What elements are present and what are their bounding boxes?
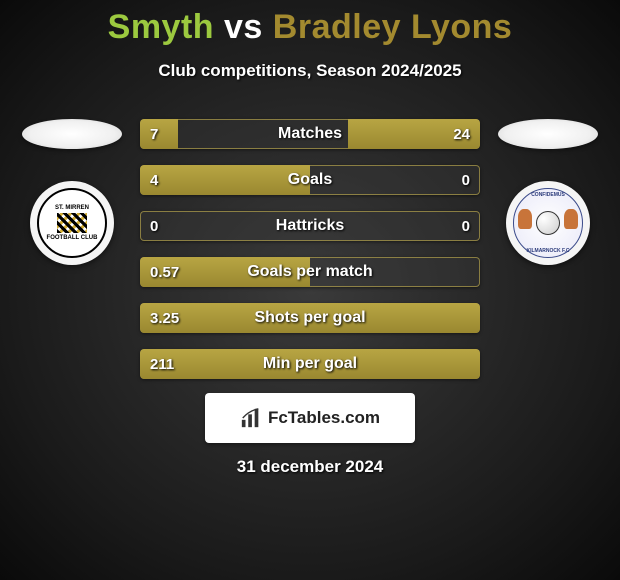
crest-motto: CONFIDEMUS xyxy=(531,192,565,198)
bar-label: Hattricks xyxy=(276,217,344,235)
bar-label: Matches xyxy=(278,125,342,143)
bar-value-right: 0 xyxy=(462,218,470,235)
main-layout: ST. MIRREN FOOTBALL CLUB 7 24 Matches 4 0 Goa… xyxy=(0,119,620,379)
stat-bar-row: 211 Min per goal xyxy=(140,349,480,379)
crest-bottom-text: FOOTBALL CLUB xyxy=(47,235,98,241)
bar-value-left: 3.25 xyxy=(150,310,179,327)
crest-inner: ST. MIRREN FOOTBALL CLUB xyxy=(37,188,107,258)
bar-fill-left xyxy=(140,119,178,149)
subtitle: Club competitions, Season 2024/2025 xyxy=(0,61,620,81)
left-side: ST. MIRREN FOOTBALL CLUB xyxy=(22,119,122,265)
player1-name: Smyth xyxy=(108,8,214,46)
bar-value-right: 24 xyxy=(453,126,470,143)
stat-bar-row: 3.25 Shots per goal xyxy=(140,303,480,333)
snapshot-date: 31 december 2024 xyxy=(0,457,620,477)
crest-top-text: ST. MIRREN xyxy=(55,205,89,211)
checker-pattern xyxy=(57,213,87,233)
bar-value-left: 4 xyxy=(150,172,158,189)
right-side: CONFIDEMUS KILMARNOCK F.C xyxy=(498,119,598,265)
stat-bar-row: 0.57 Goals per match xyxy=(140,257,480,287)
bar-value-left: 0 xyxy=(150,218,158,235)
right-club-crest: CONFIDEMUS KILMARNOCK F.C xyxy=(506,181,590,265)
bar-fill-left xyxy=(140,165,310,195)
vs-label: vs xyxy=(224,8,263,46)
bar-value-left: 211 xyxy=(150,356,174,373)
fctables-icon xyxy=(240,407,262,429)
squirrel-icon xyxy=(564,209,578,229)
player2-name: Bradley Lyons xyxy=(273,8,513,46)
stat-bar-row: 7 24 Matches xyxy=(140,119,480,149)
bar-label: Goals xyxy=(288,171,332,189)
player1-silhouette xyxy=(22,119,122,149)
bar-label: Shots per goal xyxy=(254,309,365,327)
infographic-container: Smyth vs Bradley Lyons Club competitions… xyxy=(0,0,620,477)
logo-text: FcTables.com xyxy=(268,408,380,428)
bar-label: Goals per match xyxy=(247,263,372,281)
bar-value-right: 0 xyxy=(462,172,470,189)
stat-bar-row: 0 0 Hattricks xyxy=(140,211,480,241)
bar-label: Min per goal xyxy=(263,355,357,373)
bar-value-left: 7 xyxy=(150,126,158,143)
bar-value-left: 0.57 xyxy=(150,264,179,281)
comparison-title: Smyth vs Bradley Lyons xyxy=(0,8,620,47)
stat-bars: 7 24 Matches 4 0 Goals 0 0 Hattricks 0.57 Goals pe… xyxy=(140,119,480,379)
source-logo: FcTables.com xyxy=(205,393,415,443)
crest-club-name: KILMARNOCK F.C xyxy=(526,248,569,254)
squirrel-icon xyxy=(518,209,532,229)
crest-inner: CONFIDEMUS KILMARNOCK F.C xyxy=(513,188,583,258)
ball-icon xyxy=(536,211,560,235)
stat-bar-row: 4 0 Goals xyxy=(140,165,480,195)
player2-silhouette xyxy=(498,119,598,149)
left-club-crest: ST. MIRREN FOOTBALL CLUB xyxy=(30,181,114,265)
